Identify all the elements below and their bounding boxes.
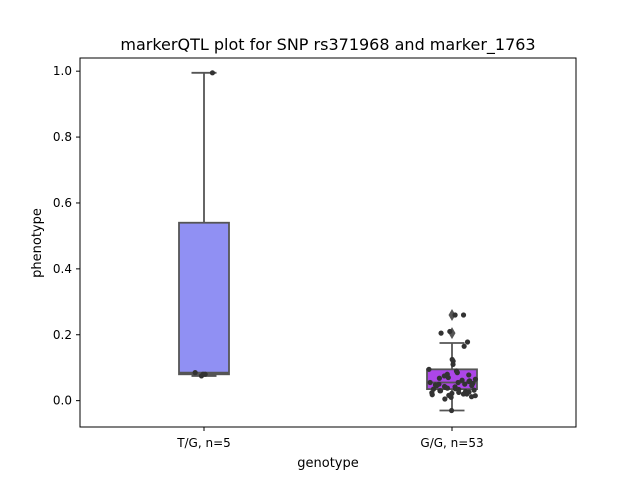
data-point bbox=[462, 381, 468, 387]
data-point bbox=[448, 394, 454, 400]
data-point bbox=[209, 70, 216, 76]
outlier-marker bbox=[448, 308, 456, 321]
data-point bbox=[436, 375, 443, 381]
data-point bbox=[456, 389, 462, 396]
box-iqr bbox=[178, 221, 230, 376]
data-point bbox=[466, 372, 472, 378]
data-point bbox=[437, 388, 444, 394]
data-point bbox=[442, 396, 448, 402]
y-axis-label: phenotype bbox=[30, 208, 45, 278]
x-axis-label: genotype bbox=[297, 456, 358, 471]
data-point bbox=[469, 382, 475, 389]
y-tick-label: 0.0 bbox=[53, 394, 72, 408]
y-tick-label: 0.4 bbox=[53, 262, 72, 276]
x-tick-label: G/G, n=53 bbox=[420, 436, 483, 450]
axes-frame bbox=[79, 57, 577, 428]
data-point bbox=[448, 407, 455, 414]
data-point bbox=[192, 370, 198, 376]
x-tick-label: T/G, n=5 bbox=[176, 436, 231, 450]
data-point bbox=[200, 371, 206, 377]
y-tick-label: 1.0 bbox=[53, 64, 72, 78]
data-point bbox=[472, 376, 478, 382]
data-point bbox=[450, 361, 456, 368]
plot-area bbox=[178, 70, 478, 414]
y-axis: 0.0 0.2 0.4 0.6 0.8 1.0 bbox=[53, 64, 80, 408]
data-point bbox=[468, 394, 475, 400]
data-point bbox=[426, 366, 432, 372]
data-point bbox=[447, 328, 453, 335]
data-point bbox=[454, 370, 460, 376]
x-axis: T/G, n=5 G/G, n=53 bbox=[176, 427, 484, 450]
data-point bbox=[452, 312, 458, 318]
data-point bbox=[429, 392, 435, 398]
data-point bbox=[464, 339, 471, 345]
y-tick-label: 0.2 bbox=[53, 328, 72, 342]
data-point bbox=[459, 377, 465, 383]
data-point bbox=[441, 373, 447, 379]
y-tick-label: 0.8 bbox=[53, 130, 72, 144]
data-point bbox=[460, 312, 467, 318]
box-group bbox=[178, 71, 230, 377]
data-point bbox=[460, 391, 467, 397]
data-point bbox=[438, 330, 444, 336]
y-tick-label: 0.6 bbox=[53, 196, 72, 210]
data-point bbox=[455, 379, 461, 386]
data-point bbox=[471, 387, 477, 393]
chart-title: markerQTL plot for SNP rs371968 and mark… bbox=[120, 35, 535, 55]
data-point bbox=[444, 385, 451, 391]
data-point bbox=[433, 383, 440, 389]
data-point bbox=[427, 379, 433, 386]
data-point bbox=[461, 343, 467, 349]
data-point bbox=[445, 374, 451, 381]
data-point bbox=[466, 378, 472, 385]
